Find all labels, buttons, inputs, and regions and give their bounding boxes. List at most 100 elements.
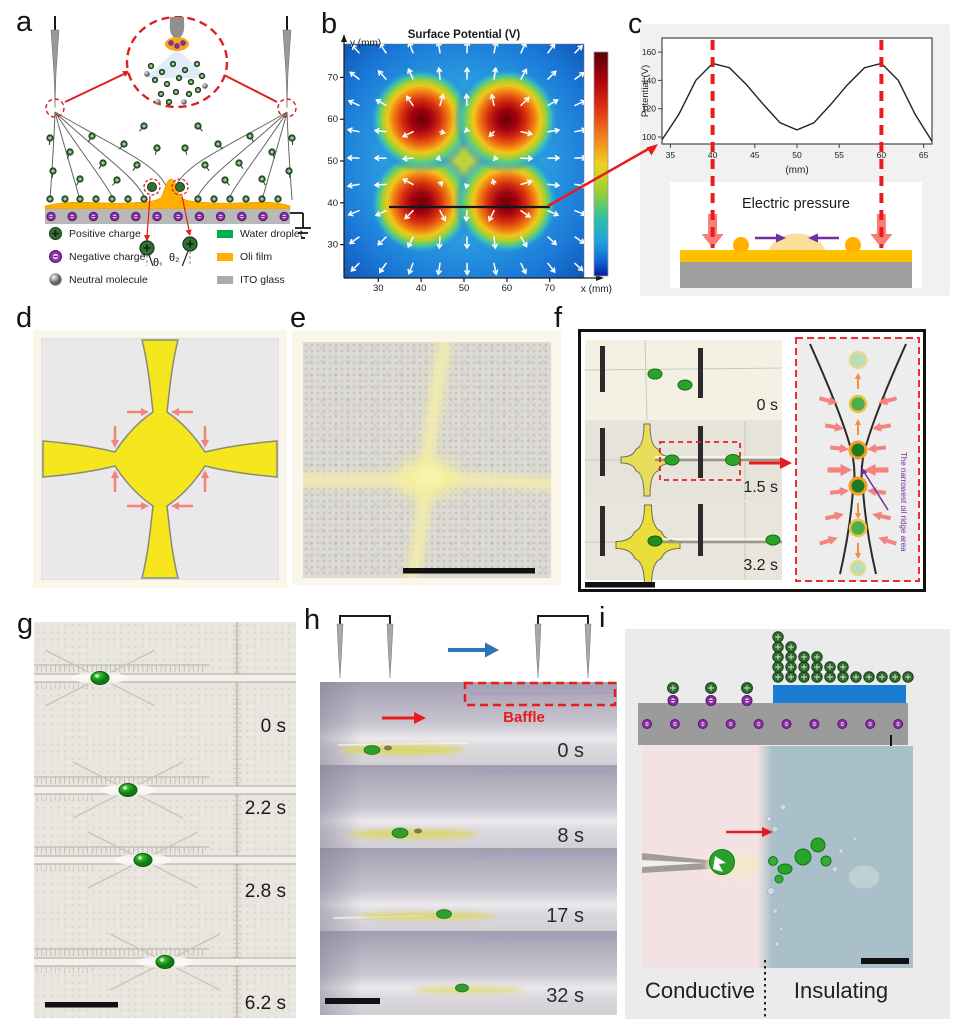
svg-text:0 s: 0 s: [557, 740, 584, 762]
positive-charge-f2: [182, 236, 198, 252]
y-tick-labels: 160 140 120 100: [642, 47, 656, 142]
svg-text:50: 50: [792, 150, 802, 160]
svg-text:0 s: 0 s: [757, 397, 778, 414]
oil-ridge-left: [733, 237, 749, 253]
svg-text:65: 65: [919, 150, 929, 160]
oil-cross: [42, 339, 278, 579]
baffle-label: Baffle: [503, 709, 545, 726]
oil-ridge-right: [845, 237, 861, 253]
electrode-needle-left: [50, 16, 60, 109]
svg-text:60: 60: [327, 114, 338, 125]
insulating-label: Insulating: [794, 978, 888, 1003]
droplet-highlight: [713, 856, 726, 872]
motion-arrow: [382, 712, 426, 724]
svg-text:2.8 s: 2.8 s: [245, 881, 286, 902]
x-axis-unit: (mm): [785, 165, 808, 176]
induced-negative-charges: [46, 211, 289, 222]
panel-h-content: Baffle 0 s 8 s 17 s 32 s: [320, 615, 617, 1015]
panel-g-photo: 0 s 2.2 s 2.8 s 6.2 s: [34, 622, 296, 1018]
substrate-layer: [680, 262, 912, 288]
theta2-label: θ₂: [169, 252, 179, 264]
svg-text:50: 50: [327, 156, 338, 167]
panel-label-f: f: [554, 302, 563, 334]
svg-text:45: 45: [750, 150, 760, 160]
potential-curve: [661, 62, 933, 142]
insulating-side-photo: [772, 746, 913, 968]
svg-text:40: 40: [416, 283, 427, 294]
positive-charge-icon: [49, 227, 62, 240]
panel-label-c: c: [628, 8, 643, 40]
electrode-schematic: [336, 615, 592, 679]
y-axis-label: y (mm): [350, 38, 381, 49]
time-labels: 0 s 8 s 17 s 32 s: [546, 740, 584, 1007]
panel-f-content: 0 s 1.5 s 3.2 s: [584, 337, 920, 588]
legend-left-column: Positive charge Negative charge Neutral …: [48, 226, 148, 287]
panel-e-container: [292, 331, 561, 585]
svg-text:3.2 s: 3.2 s: [743, 557, 778, 574]
svg-text:60: 60: [502, 283, 513, 294]
boundary-photo: [642, 746, 913, 968]
svg-text:30: 30: [373, 283, 384, 294]
x-tick-labels: 35 40 45 50 55 60 65: [666, 150, 929, 160]
panel-label-b: b: [321, 8, 338, 40]
screened-charge-pairs: [667, 682, 753, 706]
svg-text:160: 160: [642, 47, 656, 57]
svg-text:40: 40: [708, 150, 718, 160]
crossing-arrow: [726, 827, 773, 837]
water-droplet-swatch: [217, 230, 233, 238]
negative-charge-icon: [49, 250, 62, 263]
electric-pressure-label: Electric pressure: [742, 196, 850, 212]
svg-text:0 s: 0 s: [261, 716, 286, 737]
svg-text:55: 55: [834, 150, 844, 160]
micrograph-photo: [303, 342, 551, 578]
panel-d-schematic: [41, 338, 279, 580]
panel-g-content: 0 s 2.2 s 2.8 s 6.2 s: [34, 622, 296, 1018]
y-tick-labels: 70 60 50 40 30: [327, 72, 338, 250]
x-tick-labels: 30 40 50 60 70: [373, 283, 555, 294]
frame-3-2s: [585, 500, 782, 580]
legend-item-negative-charge: Negative charge: [48, 249, 148, 264]
legend-item-water-droplet: Water droplet: [216, 226, 303, 241]
time-labels: 0 s 1.5 s 3.2 s: [743, 397, 778, 574]
panel-c-plot: 160 140 120 100 35 40 45 50 55 60 65 Potent…: [640, 37, 933, 288]
x-axis-label: x (mm): [581, 284, 612, 295]
baffle-edges: [467, 691, 616, 941]
charges-on-oil-surface: [46, 195, 282, 203]
theta1-label: θ₁: [153, 257, 163, 266]
panel-label-h: h: [304, 604, 321, 636]
svg-text:120: 120: [642, 104, 656, 114]
pinch-arrows: [111, 408, 209, 510]
lateral-purple-arrows: [755, 233, 839, 243]
panel-label-i: i: [599, 602, 606, 634]
panel-a-schematic: θ₁ θ₂ F₁ F₂: [44, 16, 311, 266]
ito-glass-swatch: [217, 276, 233, 284]
y-axis-label: Potential (V): [640, 65, 651, 117]
legend-label: Negative charge: [69, 250, 146, 263]
axes: [340, 34, 604, 282]
panel-label-e: e: [290, 302, 307, 334]
green-droplets: [647, 368, 781, 547]
svg-text:35: 35: [666, 150, 676, 160]
panel-b-heatmap: Surface Potential (V) y (mm) x (mm) 30 40…: [327, 29, 612, 295]
oil-cross-micrograph: [303, 342, 551, 578]
spray-inset: [125, 16, 229, 109]
narrowest-oil-ridge-note: The narrowest oil ridge area: [899, 452, 908, 552]
sprayed-charges: [144, 60, 208, 106]
zoom-source-circle-left: [45, 98, 65, 118]
migrating-positive-charges: [46, 122, 296, 186]
scale-bar: [585, 582, 655, 588]
time-lapse-montage: 0 s 1.5 s 3.2 s: [584, 339, 783, 586]
ito-substrate: [45, 209, 290, 224]
electrode-needle-right: [282, 16, 292, 109]
time-labels: 0 s 2.2 s 2.8 s 6.2 s: [245, 716, 286, 1014]
svg-text:50: 50: [459, 283, 470, 294]
induced-negative-charges: [642, 719, 904, 729]
charge-schematic: [638, 631, 914, 764]
annotation-pointer: [863, 471, 889, 511]
legend-item-neutral-molecule: Neutral molecule: [48, 272, 148, 287]
scattered-droplets: [766, 803, 881, 947]
heatmap-title: Surface Potential (V): [408, 29, 521, 41]
oil-film: [44, 178, 291, 210]
legend-label: Water droplet: [240, 227, 303, 240]
